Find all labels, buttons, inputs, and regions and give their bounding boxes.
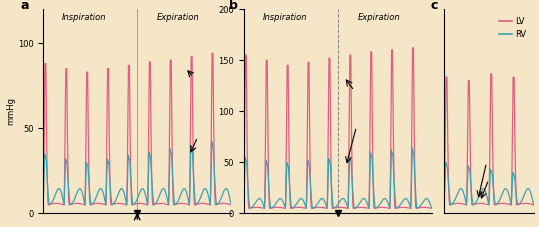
Text: a: a	[20, 0, 29, 12]
Text: Inspiration: Inspiration	[262, 13, 307, 22]
Text: c: c	[431, 0, 438, 12]
Text: b: b	[229, 0, 237, 12]
Y-axis label: mmHg: mmHg	[6, 97, 15, 125]
Legend: LV, RV: LV, RV	[496, 13, 529, 42]
Text: Expiration: Expiration	[358, 13, 400, 22]
Text: Expiration: Expiration	[157, 13, 200, 22]
Text: Inspiration: Inspiration	[62, 13, 107, 22]
